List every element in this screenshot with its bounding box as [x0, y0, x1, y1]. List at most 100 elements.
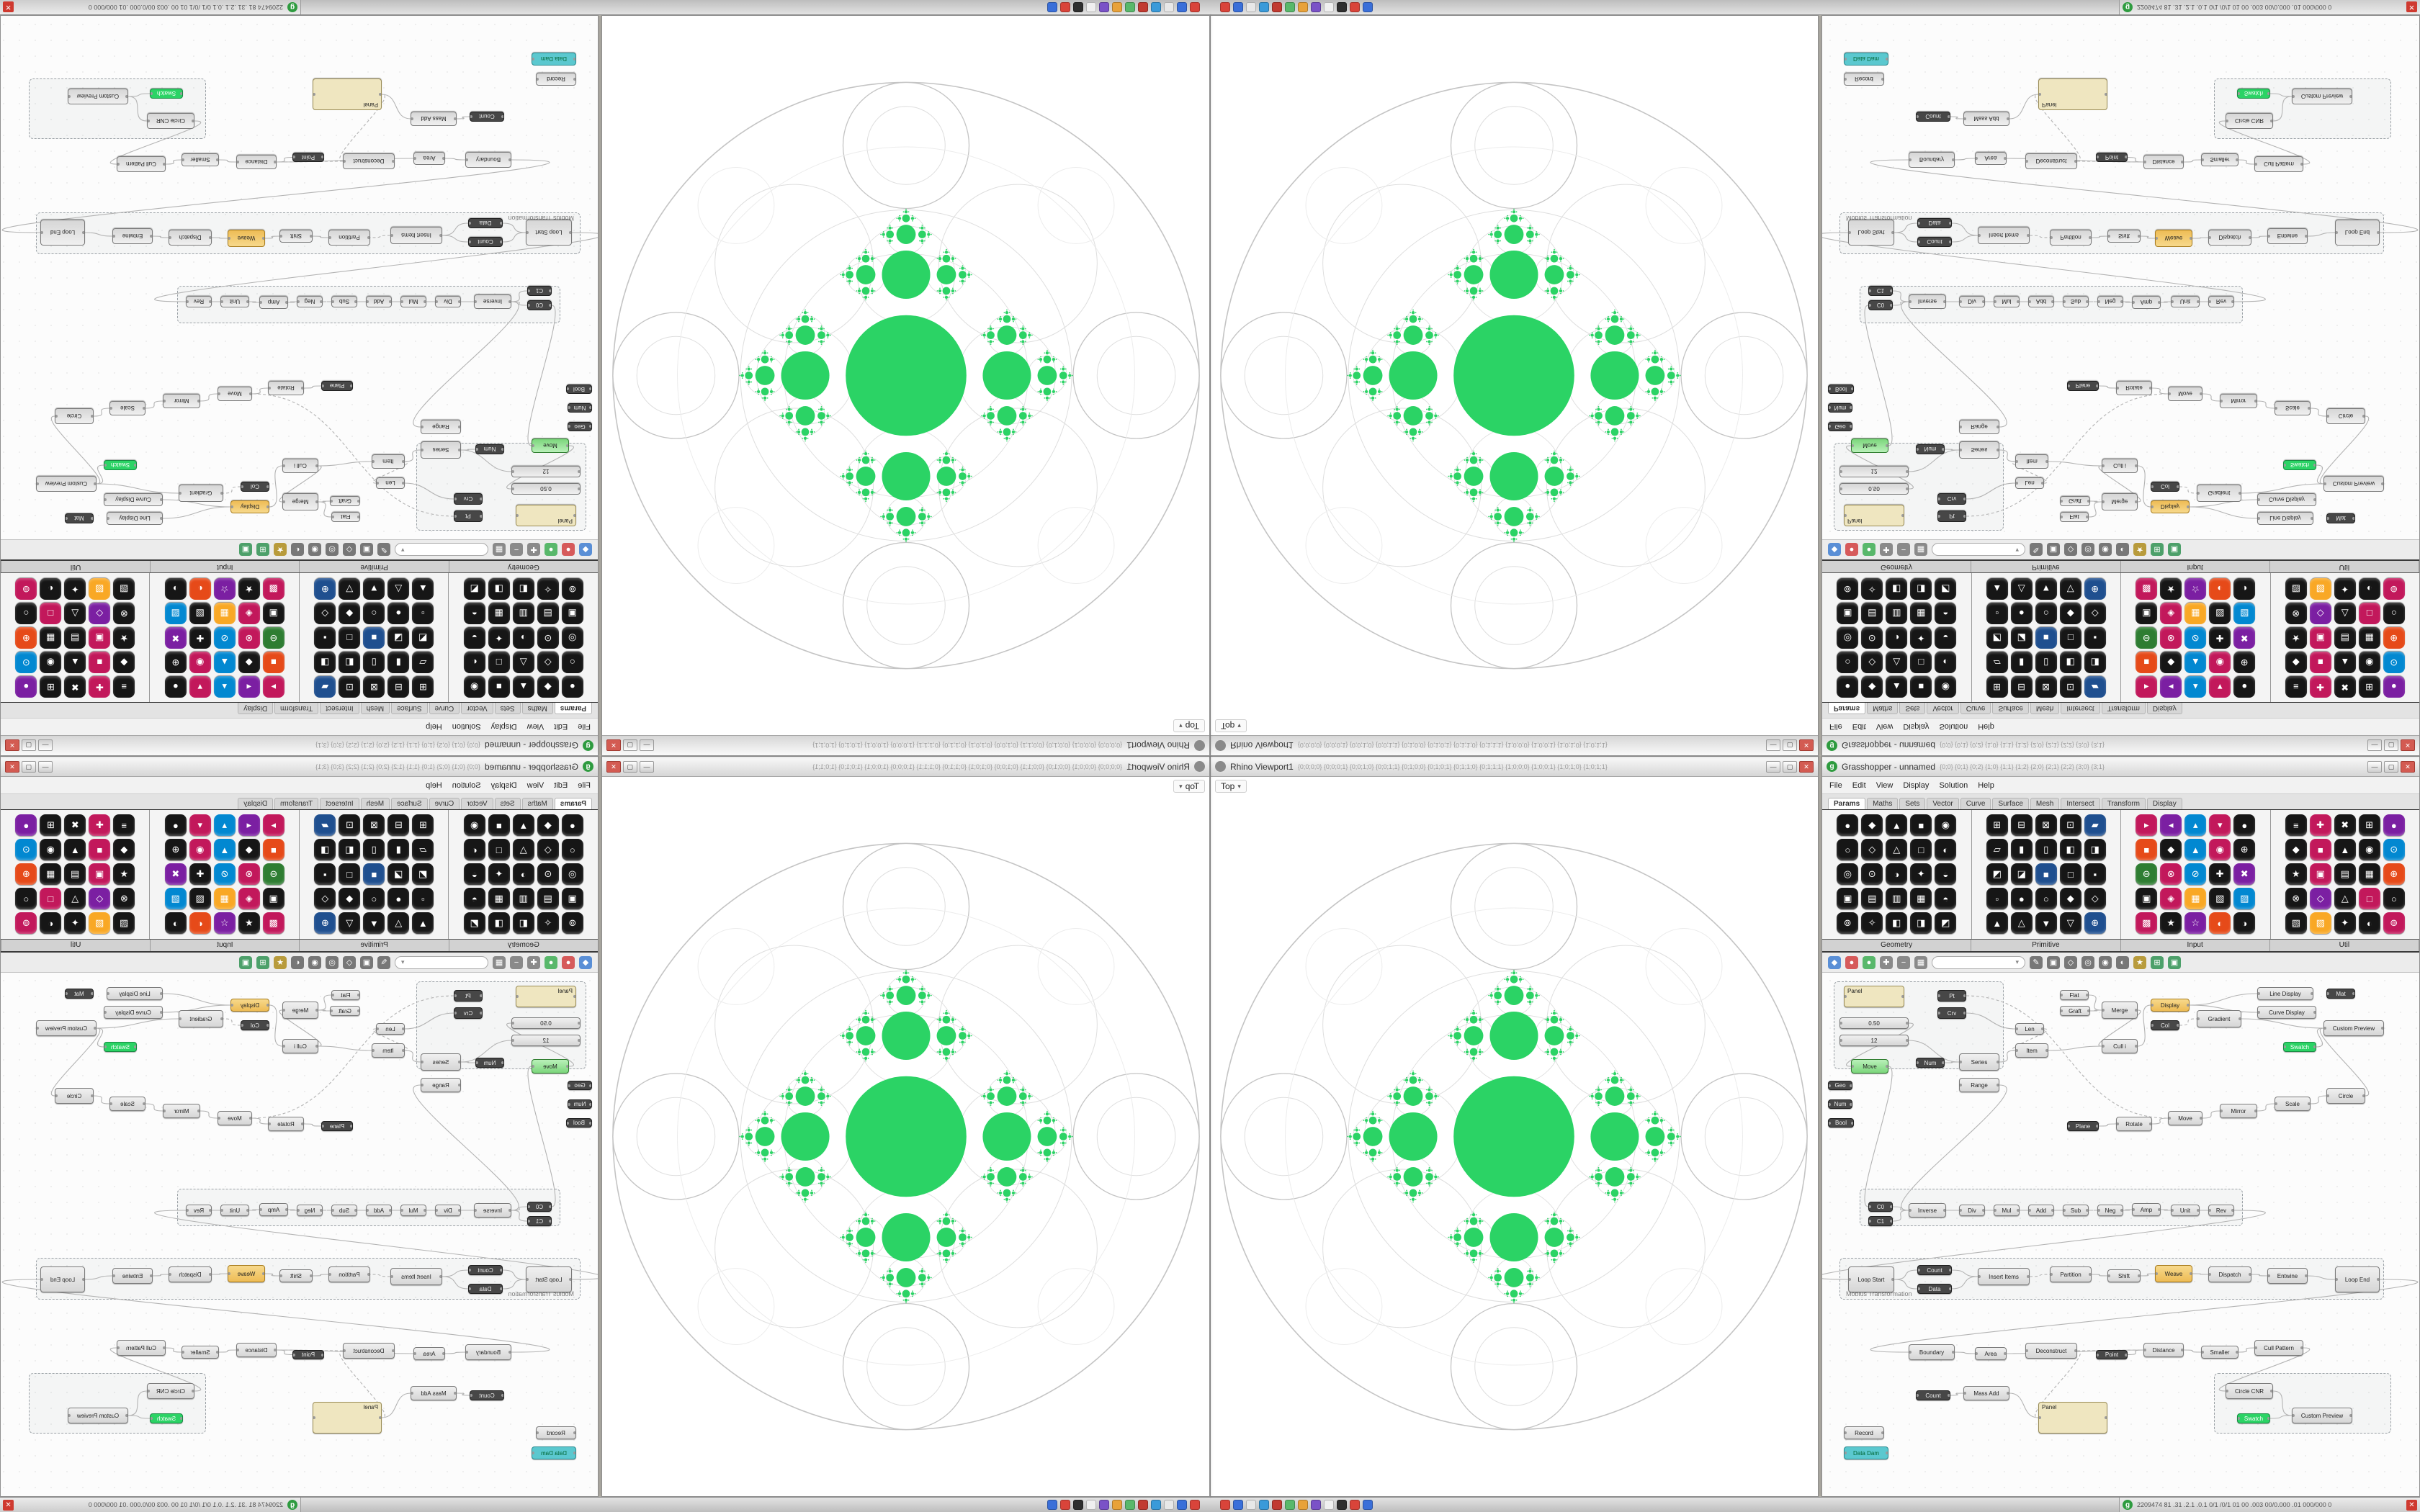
open-definition-icon[interactable]: ◆	[1828, 543, 1841, 557]
tab-curve[interactable]: Curve	[1960, 703, 1991, 714]
gh-node-move[interactable]: Move	[532, 1059, 569, 1074]
app-cyan-icon[interactable]	[1259, 1500, 1269, 1510]
gh-node-insert-items[interactable]: Insert Items	[390, 1268, 442, 1285]
component-icon[interactable]: ▤	[2334, 863, 2356, 885]
app-light-2-icon[interactable]	[1086, 2, 1096, 12]
component-icon[interactable]: ◂	[238, 676, 260, 698]
component-icon[interactable]: ◧	[512, 912, 534, 934]
gh-node-point[interactable]: Point	[292, 1350, 324, 1359]
component-icon[interactable]: ✖	[64, 676, 86, 698]
menu-item-display[interactable]: Display	[490, 780, 517, 790]
component-icon[interactable]: □	[1910, 839, 1932, 860]
component-icon[interactable]: ◨	[2084, 839, 2106, 860]
gh-node-series[interactable]: Series	[421, 1053, 461, 1071]
gh-node-series[interactable]: Series	[421, 441, 461, 459]
app-blue-2-icon[interactable]	[1047, 1500, 1057, 1510]
component-icon[interactable]: ★	[113, 627, 135, 649]
component-icon[interactable]: ⊚	[1837, 578, 1859, 600]
gh-node-deconstruct[interactable]: Deconstruct	[343, 1343, 395, 1359]
gh-canvas[interactable]: Mobius Transformation Panel 0.50 12 Pt Crv Mov…	[1, 973, 598, 1496]
app-green-icon[interactable]	[1125, 1500, 1135, 1510]
component-icon[interactable]: ⊚	[2383, 912, 2405, 934]
gh-node-range[interactable]: Range	[1959, 420, 1999, 434]
component-icon[interactable]: ▧	[113, 578, 135, 600]
save-definition-icon[interactable]: ●	[562, 955, 575, 969]
component-icon[interactable]: ◐	[2358, 578, 2380, 600]
component-icon[interactable]: ◒	[463, 627, 485, 649]
component-icon[interactable]: ⊕	[164, 839, 187, 860]
component-icon[interactable]: ▱	[1986, 652, 2008, 673]
menu-item-help[interactable]: Help	[1978, 780, 1994, 790]
gh-node-swatch[interactable]: Swatch	[104, 1042, 137, 1052]
sketch-tool-icon[interactable]: ✎	[377, 955, 390, 969]
component-icon[interactable]: ◓	[1935, 888, 1957, 909]
gh-node-mirror[interactable]: Mirror	[2220, 1104, 2257, 1118]
grasshopper-close-button[interactable]: ✕	[5, 739, 19, 752]
gh-node-num[interactable]: Num	[1828, 403, 1852, 413]
tab-transform[interactable]: Transform	[2101, 703, 2146, 714]
gh-node-c1[interactable]: C1	[1868, 286, 1893, 296]
component-icon[interactable]: ⊟	[2010, 676, 2033, 698]
app-green-icon[interactable]	[1285, 1500, 1295, 1510]
preview-shaded-icon[interactable]: ◉	[308, 543, 321, 557]
gh-node-mat[interactable]: Mat	[2326, 989, 2355, 999]
component-icon[interactable]: ▦	[213, 603, 236, 624]
component-icon[interactable]: ▦	[40, 627, 62, 649]
component-icon[interactable]: ≡	[2285, 676, 2307, 698]
zoom-in-icon[interactable]: ✚	[527, 543, 540, 557]
component-icon[interactable]: ▧	[189, 888, 211, 909]
component-icon[interactable]: ▤	[537, 603, 559, 624]
component-icon[interactable]: ●	[561, 676, 583, 698]
app-red-2-icon[interactable]	[1138, 2, 1148, 12]
component-icon[interactable]: ◩	[463, 912, 485, 934]
app-orange-icon[interactable]	[1298, 1500, 1308, 1510]
gh-node-mass-add[interactable]: Mass Add	[1963, 1386, 2009, 1400]
gh-node-smaller[interactable]: Smaller	[2201, 153, 2238, 166]
component-icon[interactable]: ✖	[164, 627, 187, 649]
component-icon[interactable]: ⊠	[363, 814, 385, 836]
menu-item-edit[interactable]: Edit	[554, 722, 568, 732]
viewport-label[interactable]: Top ▾	[1173, 719, 1205, 732]
viewport-close-button[interactable]: ✕	[606, 739, 621, 752]
component-icon[interactable]: ⊕	[2233, 839, 2256, 860]
component-icon[interactable]: ▾	[189, 814, 211, 836]
group-selection-icon[interactable]: ▣	[360, 543, 373, 557]
app-red-icon[interactable]	[1220, 1500, 1230, 1510]
app-light-icon[interactable]	[1246, 1500, 1256, 1510]
app-dark-icon[interactable]	[1337, 1500, 1347, 1510]
component-icon[interactable]: ◈	[2160, 603, 2182, 624]
gh-node-sub[interactable]: Sub	[331, 296, 357, 307]
gh-node-curve-display[interactable]: Curve Display	[104, 493, 163, 506]
gh-node-data-dam[interactable]: Data Dam	[532, 1446, 576, 1459]
gh-node-data[interactable]: Data	[1917, 1284, 1952, 1294]
gh-node-panel[interactable]: Panel	[2038, 1402, 2107, 1434]
viewport-label[interactable]: Top ▾	[1173, 780, 1205, 793]
menu-item-edit[interactable]: Edit	[554, 780, 568, 790]
component-icon[interactable]: ✚	[2309, 676, 2331, 698]
component-icon[interactable]: ▩	[2136, 578, 2158, 600]
gh-node-div[interactable]: Div	[1959, 1205, 1985, 1216]
app-red-3-icon[interactable]	[1060, 1500, 1070, 1510]
gh-node-col[interactable]: Col	[2151, 482, 2179, 492]
app-blue-icon[interactable]	[1233, 1500, 1243, 1510]
gh-node-c1[interactable]: C1	[527, 1216, 552, 1226]
menu-item-view[interactable]: View	[526, 722, 544, 732]
status-bar[interactable]: g 2209474 81 .31 .2.1 .0.1 0/1 /0/1 01 0…	[2119, 1498, 2420, 1512]
component-icon[interactable]: ▯	[363, 839, 385, 860]
menu-item-file[interactable]: File	[578, 780, 591, 790]
component-icon[interactable]: ◐	[2209, 912, 2231, 934]
menu-item-file[interactable]: File	[1829, 722, 1842, 732]
component-icon[interactable]: ⊚	[1837, 912, 1859, 934]
component-icon[interactable]: ●	[15, 814, 37, 836]
grasshopper-close-button[interactable]: ✕	[2401, 760, 2415, 773]
zoom-extents-icon[interactable]: ▦	[493, 955, 506, 969]
menu-item-solution[interactable]: Solution	[452, 780, 481, 790]
component-icon[interactable]: □	[488, 839, 510, 860]
gh-node-mass-add[interactable]: Mass Add	[411, 112, 457, 126]
gh-node-custom-preview[interactable]: Custom Preview	[2292, 89, 2352, 104]
gh-node-merge[interactable]: Merge	[282, 493, 318, 510]
gh-node-loop-end[interactable]: Loop End	[40, 1266, 85, 1292]
component-icon[interactable]: ◆	[2160, 839, 2182, 860]
canvas-search-dropdown[interactable]: ▾	[1932, 543, 2025, 557]
component-icon[interactable]: ◇	[1861, 839, 1883, 860]
